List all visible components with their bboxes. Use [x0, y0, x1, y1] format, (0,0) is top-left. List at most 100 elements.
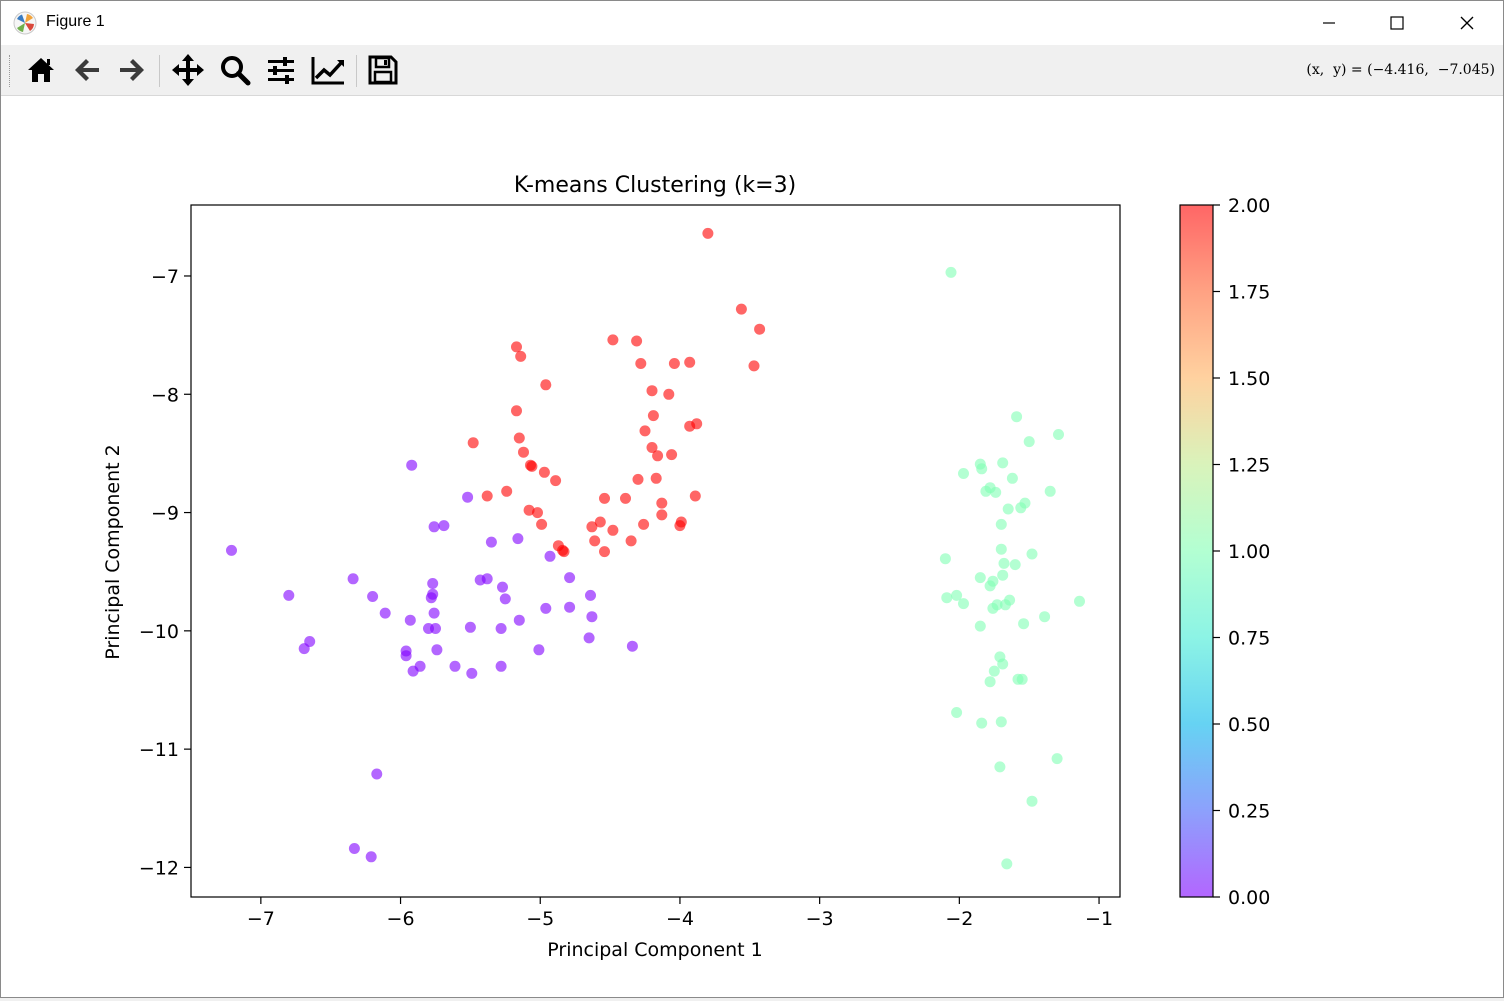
data-point-cluster-2 — [631, 335, 643, 347]
magnifier-icon — [221, 56, 251, 86]
scatter-plot[interactable]: K-means Clustering (k=3) Principal Compo… — [1, 96, 1503, 997]
zoom-button[interactable] — [217, 52, 253, 88]
y-tick-label: −9 — [151, 503, 179, 525]
data-point-cluster-2 — [689, 490, 701, 502]
data-point-cluster-0 — [365, 851, 377, 863]
data-point-cluster-1 — [1015, 502, 1027, 514]
colorbar-tick-label: 1.75 — [1228, 282, 1270, 304]
edit-axis-button[interactable] — [310, 52, 346, 88]
data-point-cluster-2 — [599, 546, 610, 558]
data-point-cluster-0 — [406, 459, 418, 471]
data-point-cluster-0 — [481, 573, 493, 585]
data-point-cluster-0 — [431, 644, 443, 656]
data-point-cluster-0 — [283, 589, 295, 601]
x-tick-label: −1 — [1085, 908, 1113, 930]
line-chart-icon — [311, 57, 344, 85]
data-point-cluster-1 — [1009, 559, 1021, 571]
window-title: Figure 1 — [46, 13, 105, 30]
home-icon — [28, 58, 54, 82]
data-point-cluster-2 — [515, 350, 527, 362]
data-point-cluster-0 — [544, 550, 556, 562]
data-point-cluster-2 — [558, 546, 570, 558]
data-point-cluster-2 — [646, 385, 658, 397]
data-point-cluster-0 — [462, 491, 474, 503]
back-button[interactable] — [69, 52, 105, 88]
colorbar-tick-label: 0.50 — [1228, 714, 1270, 736]
data-point-cluster-2 — [599, 492, 610, 504]
data-point-cluster-0 — [564, 572, 576, 584]
data-point-cluster-0 — [464, 621, 476, 633]
minimize-button[interactable] — [1295, 1, 1363, 45]
data-point-cluster-0 — [427, 578, 439, 589]
data-point-cluster-2 — [652, 450, 664, 462]
data-point-cluster-1 — [1074, 595, 1085, 607]
data-point-cluster-2 — [646, 442, 658, 453]
data-point-cluster-0 — [564, 601, 576, 613]
data-point-cluster-2 — [666, 449, 678, 461]
pan-button[interactable] — [170, 52, 206, 88]
forward-button[interactable] — [114, 52, 150, 88]
data-point-cluster-1 — [1011, 411, 1023, 423]
data-point-cluster-1 — [1018, 618, 1030, 630]
data-point-cluster-1 — [995, 716, 1007, 728]
data-point-cluster-0 — [466, 667, 478, 679]
data-point-cluster-1 — [997, 658, 1009, 670]
cursor-coordinates: (x, y) = (−4.416, −7.045) — [1306, 62, 1495, 78]
data-point-cluster-2 — [481, 490, 493, 502]
data-point-cluster-2 — [656, 509, 668, 521]
data-point-cluster-0 — [540, 602, 552, 614]
data-point-cluster-2 — [540, 379, 552, 391]
x-tick-label: −6 — [387, 908, 415, 930]
data-point-cluster-0 — [347, 573, 359, 585]
data-point-cluster-2 — [754, 323, 766, 335]
data-point-cluster-2 — [748, 360, 760, 372]
data-point-cluster-0 — [226, 544, 237, 556]
data-point-cluster-0 — [348, 843, 360, 854]
plot-area-frame — [190, 204, 1121, 898]
data-point-cluster-1 — [1026, 795, 1038, 807]
colorbar-tick-label: 1.25 — [1228, 455, 1270, 477]
subplots-button[interactable] — [263, 52, 299, 88]
data-point-cluster-0 — [400, 650, 412, 662]
data-point-cluster-0 — [626, 640, 638, 652]
data-point-cluster-1 — [997, 569, 1009, 581]
minimize-icon — [1323, 22, 1335, 24]
save-button[interactable] — [365, 52, 401, 88]
data-point-cluster-1 — [945, 266, 957, 278]
data-point-cluster-1 — [998, 557, 1010, 569]
data-point-cluster-2 — [650, 472, 662, 484]
move-icon — [172, 54, 204, 86]
data-point-cluster-2 — [526, 460, 538, 472]
y-axis-label: Principal Component 2 — [102, 444, 124, 659]
y-tick-label: −11 — [139, 739, 179, 761]
data-point-cluster-2 — [663, 388, 675, 400]
data-point-cluster-0 — [586, 611, 598, 623]
data-point-cluster-1 — [941, 592, 953, 604]
data-point-cluster-1 — [951, 707, 963, 718]
data-point-cluster-0 — [583, 632, 595, 644]
colorbar-tick-label: 1.00 — [1228, 541, 1270, 563]
close-icon — [1460, 16, 1474, 30]
sliders-icon — [268, 57, 294, 84]
data-point-cluster-1 — [976, 463, 988, 475]
maximize-button[interactable] — [1363, 1, 1431, 45]
data-point-cluster-1 — [1002, 503, 1014, 515]
figure-canvas[interactable]: K-means Clustering (k=3) Principal Compo… — [1, 96, 1503, 997]
toolbar-grip[interactable] — [9, 55, 12, 87]
data-point-cluster-0 — [495, 623, 507, 634]
data-point-cluster-0 — [379, 607, 391, 619]
data-point-cluster-2 — [523, 504, 535, 516]
title-bar: Figure 1 — [1, 1, 1503, 45]
home-button[interactable] — [23, 52, 59, 88]
data-point-cluster-2 — [639, 425, 651, 437]
data-point-cluster-0 — [304, 636, 316, 647]
data-point-cluster-1 — [994, 761, 1006, 773]
data-point-cluster-2 — [668, 358, 680, 369]
data-point-cluster-2 — [586, 521, 598, 533]
data-point-cluster-0 — [513, 614, 525, 626]
data-point-cluster-1 — [995, 543, 1007, 555]
data-point-cluster-1 — [995, 518, 1007, 530]
data-point-cluster-2 — [735, 303, 747, 315]
y-tick-label: −7 — [151, 266, 179, 288]
close-button[interactable] — [1433, 1, 1501, 45]
